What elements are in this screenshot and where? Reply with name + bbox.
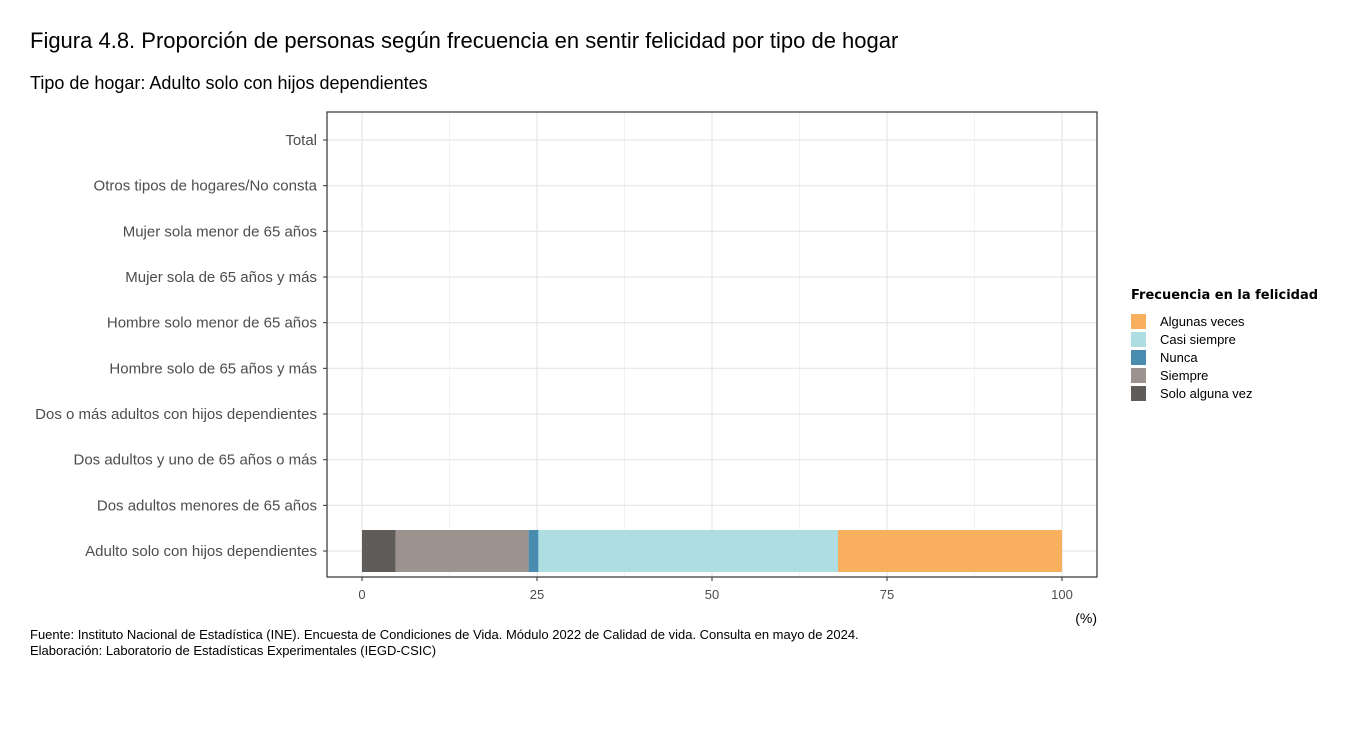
legend-swatch bbox=[1131, 385, 1146, 401]
bar-segment-casi-siempre bbox=[538, 530, 838, 572]
y-tick-label: Otros tipos de hogares/No consta bbox=[94, 178, 318, 195]
y-axis: Total Otros tipos de hogares/No consta Muj… bbox=[35, 132, 327, 560]
x-axis-unit-label: (%) bbox=[1075, 610, 1097, 626]
legend-label: Solo alguna vez bbox=[1160, 385, 1253, 401]
legend-item: Siempre bbox=[1131, 366, 1318, 384]
x-tick-label: 100 bbox=[1051, 587, 1073, 602]
x-tick-label: 25 bbox=[530, 587, 544, 602]
y-tick-label: Dos o más adultos con hijos dependientes bbox=[35, 406, 317, 423]
chart-subtitle: Tipo de hogar: Adulto solo con hijos dep… bbox=[30, 73, 428, 93]
legend-item: Solo alguna vez bbox=[1131, 384, 1318, 402]
bars-layer bbox=[362, 530, 1062, 572]
bar-segment-siempre bbox=[395, 530, 529, 572]
legend-title: Frecuencia en la felicidad bbox=[1131, 288, 1319, 303]
y-tick-label: Mujer sola de 65 años y más bbox=[125, 269, 317, 286]
bar-segment-solo-alguna-vez bbox=[362, 530, 396, 572]
legend-item: Nunca bbox=[1131, 348, 1318, 366]
legend-swatch bbox=[1131, 313, 1146, 329]
bar-segment-nunca bbox=[528, 530, 539, 572]
grid-layer bbox=[327, 112, 1097, 577]
legend-item: Casi siempre bbox=[1131, 330, 1318, 348]
chart-title: Figura 4.8. Proporción de personas según… bbox=[30, 28, 899, 53]
y-tick-label: Total bbox=[285, 132, 317, 149]
legend-label: Algunas veces bbox=[1160, 313, 1245, 329]
x-tick-label: 0 bbox=[358, 587, 365, 602]
bar-segment-algunas-veces bbox=[838, 530, 1062, 572]
legend-label: Siempre bbox=[1160, 367, 1209, 383]
source-text: Fuente: Instituto Nacional de Estadístic… bbox=[30, 627, 859, 642]
x-tick-label: 50 bbox=[705, 587, 719, 602]
legend-swatch bbox=[1131, 349, 1146, 365]
y-tick-label: Dos adultos menores de 65 años bbox=[97, 497, 317, 514]
legend-swatch bbox=[1131, 367, 1146, 383]
legend-items: Algunas veces Casi siempre Nunca Siempre Sol… bbox=[1131, 312, 1318, 402]
legend-item: Algunas veces bbox=[1131, 312, 1318, 330]
credit-text: Elaboración: Laboratorio de Estadísticas… bbox=[30, 643, 437, 658]
legend-label: Casi siempre bbox=[1160, 331, 1236, 347]
x-axis: 0 25 50 75 100 bbox=[358, 577, 1073, 602]
y-tick-label: Adulto solo con hijos dependientes bbox=[85, 543, 317, 560]
y-tick-label: Mujer sola menor de 65 años bbox=[123, 223, 317, 240]
y-tick-label: Dos adultos y uno de 65 años o más bbox=[74, 452, 318, 469]
legend-swatch bbox=[1131, 331, 1146, 347]
x-tick-label: 75 bbox=[880, 587, 894, 602]
y-tick-label: Hombre solo de 65 años y más bbox=[109, 360, 317, 377]
legend-label: Nunca bbox=[1160, 349, 1198, 365]
source-note: Fuente: Instituto Nacional de Estadístic… bbox=[30, 627, 859, 659]
legend: Frecuencia en la felicidad Algunas veces… bbox=[1131, 288, 1318, 402]
y-tick-label: Hombre solo menor de 65 años bbox=[107, 315, 317, 332]
